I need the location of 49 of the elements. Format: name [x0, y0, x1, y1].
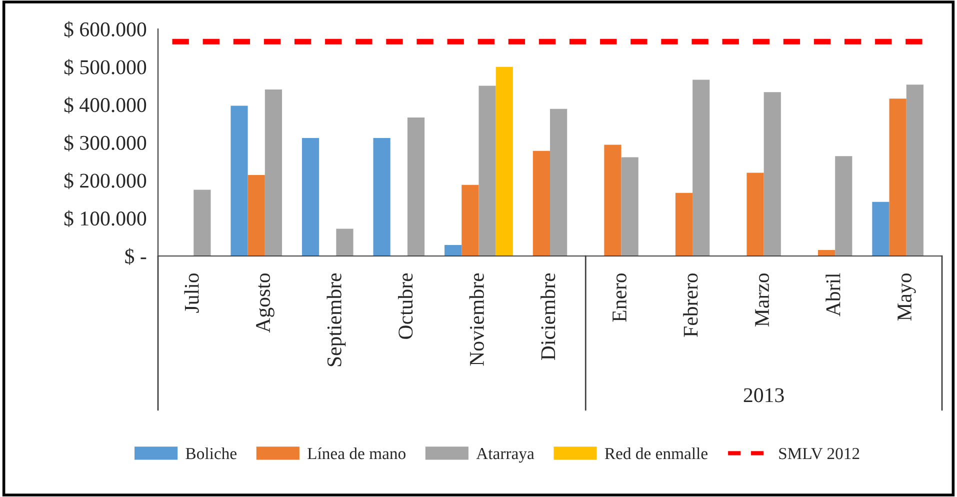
x-tick-label: Mayo: [898, 273, 916, 321]
x-tick-label: Febrero: [683, 273, 698, 337]
bar: [621, 157, 638, 256]
bar: [496, 66, 513, 256]
bar: [462, 184, 479, 256]
bar: [872, 202, 890, 256]
legend-label: Boliche: [186, 447, 236, 460]
bar: [764, 92, 781, 256]
bar: [550, 108, 568, 256]
bar: [692, 80, 710, 256]
bar: [835, 156, 852, 256]
x-tick-label: Octubre: [398, 273, 413, 339]
y-tick-label: $ 500.000: [64, 58, 146, 76]
bar: [444, 245, 462, 256]
legend-label: Línea de mano: [308, 447, 406, 460]
bar: [302, 138, 320, 256]
legend-label: SMLV 2012: [779, 448, 860, 460]
y-tick-label: $ 100.000: [64, 210, 146, 227]
y-tick-label: $ 200.000: [64, 172, 146, 190]
bar: [532, 150, 550, 256]
y-tick-label: $ 400.000: [64, 96, 146, 114]
bar: [906, 84, 924, 256]
bar: [336, 228, 354, 256]
bar: [746, 172, 764, 256]
bar: [230, 106, 248, 256]
bar: [407, 118, 425, 256]
y-tick-label: $ 600.000: [64, 21, 146, 38]
x-tick-label: Marzo: [755, 273, 770, 326]
x-tick-label: Julio: [184, 273, 199, 313]
x-tick-label: Agosto: [256, 273, 274, 333]
text: 2013: [744, 388, 784, 402]
x-tick-label: Septiembre: [326, 273, 346, 366]
x-tick-label: Enero: [612, 273, 626, 322]
x-tick-label: Diciembre: [540, 273, 556, 360]
bar: [675, 192, 693, 256]
bar: [373, 138, 390, 256]
bar: [248, 175, 265, 256]
y-tick-label: $ 300.000: [64, 134, 146, 152]
bar: [889, 98, 906, 256]
x-tick-label: Abril: [826, 273, 840, 316]
bar: [604, 144, 622, 256]
legend-label: Atarraya: [476, 448, 534, 463]
y-tick-label: $ -: [125, 248, 146, 265]
bar: [194, 190, 211, 256]
bar: [264, 90, 282, 256]
bar: [818, 250, 836, 256]
bar: [478, 86, 496, 256]
x-tick-label: Noviembre: [469, 273, 484, 366]
legend-label: Red de enmalle: [604, 447, 708, 460]
